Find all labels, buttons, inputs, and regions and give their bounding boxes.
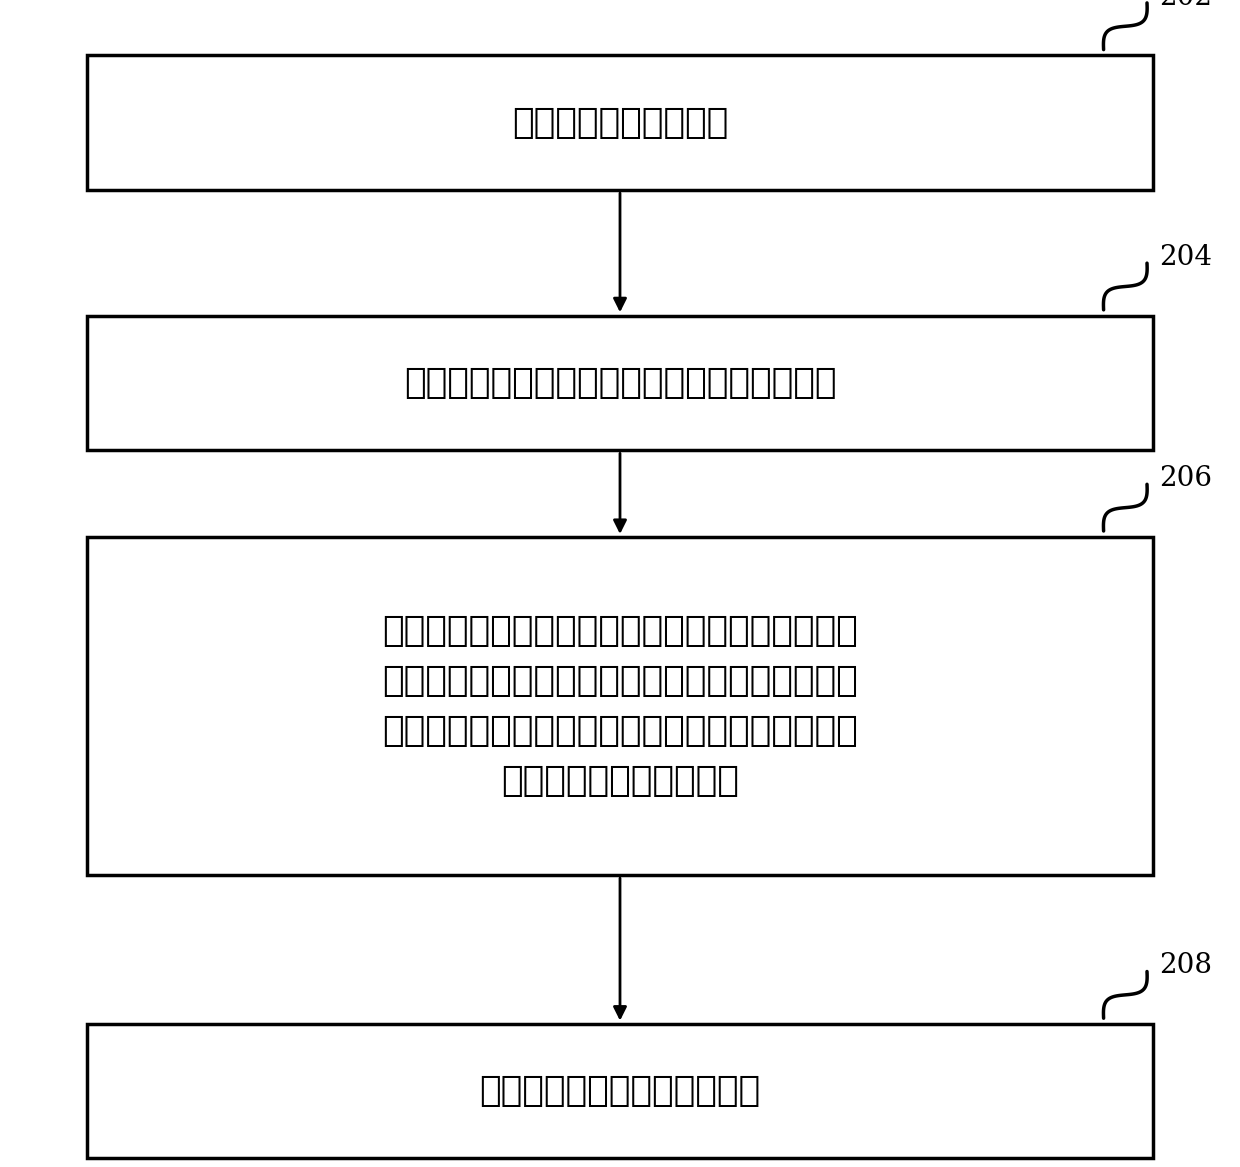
Bar [87,315,1153,449]
Text: 将标注结果与数据表对应存储: 将标注结果与数据表对应存储 [480,1074,760,1109]
Bar [87,55,1153,189]
Text: 获取用户上传的数据表: 获取用户上传的数据表 [512,105,728,140]
Text: 对数据表进行解析，得到数据表的表结构信息: 对数据表进行解析，得到数据表的表结构信息 [404,365,836,400]
Text: 通过已训练的标注模型对表结构信息进行识别，输
出表结构信息中各个字段名的标注结果；标注结果
包括仅为检索范围、仅为检索维度以及既为检索范
围又为检索维度中的一种: 通过已训练的标注模型对表结构信息进行识别，输 出表结构信息中各个字段名的标注结果… [382,614,858,798]
Text: 202: 202 [1159,0,1213,11]
Bar [87,537,1153,875]
Bar [87,1025,1153,1158]
Text: 206: 206 [1159,464,1213,492]
Text: 204: 204 [1159,244,1213,271]
Text: 208: 208 [1159,952,1213,979]
